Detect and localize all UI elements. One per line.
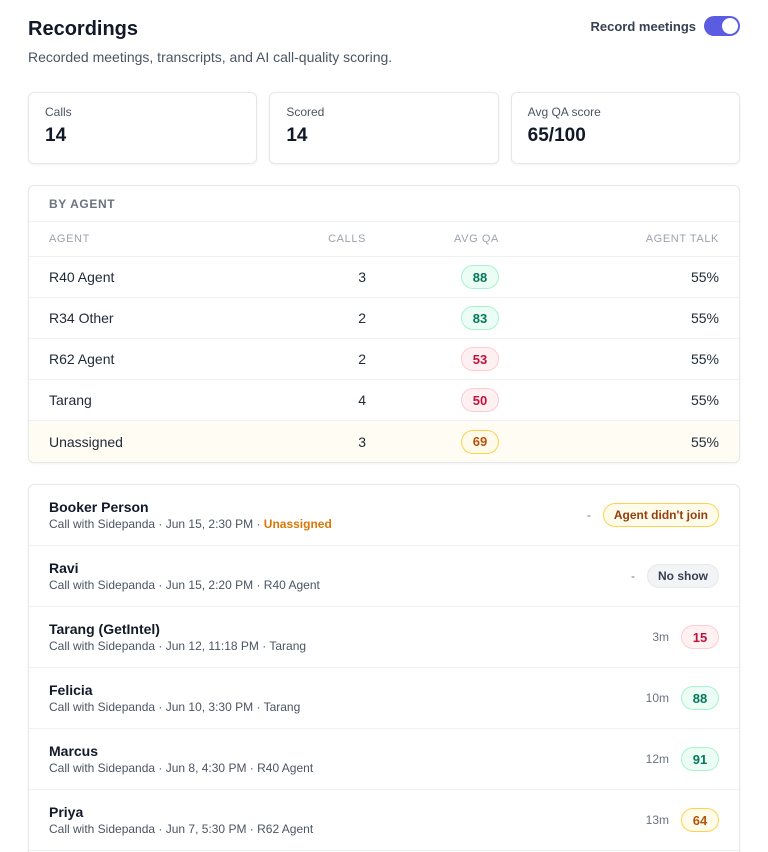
page-subtitle: Recorded meetings, transcripts, and AI c…	[28, 49, 393, 65]
by-agent-table: BY AGENT AGENT CALLS AVG QA AGENT TALK R…	[28, 185, 740, 463]
call-meta-text: Call with Sidepanda · Jun 15, 2:30 PM ·	[49, 517, 264, 531]
agent-talk: 55%	[690, 351, 719, 367]
agent-name: R34 Other	[49, 310, 114, 326]
call-agent: Tarang	[269, 639, 307, 653]
call-duration: -	[631, 569, 635, 583]
stat-card-calls: Calls 14	[28, 92, 258, 164]
call-meta-text: Call with Sidepanda · Jun 8, 4:30 PM ·	[49, 761, 258, 775]
qa-score-badge: 53	[461, 347, 499, 371]
stats-row: Calls 14 Scored 14 Avg QA score 65/100	[28, 92, 740, 164]
call-duration: 13m	[645, 813, 669, 827]
by-agent-title: BY AGENT	[29, 186, 739, 222]
call-status-area: 3m 15	[652, 607, 719, 667]
call-list-item[interactable]: Felicia Call with Sidepanda · Jun 10, 3:…	[29, 668, 739, 729]
call-status-area: 12m 91	[646, 729, 719, 789]
qa-score-badge: 64	[681, 808, 719, 832]
table-row[interactable]: Tarang 4 50 55%	[29, 380, 739, 421]
call-contact-name: Felicia	[49, 682, 93, 698]
agent-talk: 55%	[690, 433, 719, 450]
page-title: Recordings	[28, 18, 139, 40]
call-agent: R40 Agent	[257, 761, 314, 775]
record-meetings-toggle[interactable]	[704, 16, 740, 36]
calls-list: Booker Person Call with Sidepanda · Jun …	[28, 484, 740, 852]
call-duration: -	[586, 508, 591, 522]
call-contact-name: Marcus	[49, 743, 99, 759]
call-contact-name: Ravi	[49, 560, 79, 576]
qa-score-badge: 91	[681, 747, 719, 771]
call-agent: R62 Agent	[257, 822, 314, 836]
call-meta: Call with Sidepanda · Jun 15, 2:20 PM · …	[49, 578, 719, 592]
agent-calls: 3	[358, 433, 366, 450]
call-meta-text: Call with Sidepanda · Jun 12, 11:18 PM ·	[49, 639, 270, 653]
record-meetings-setting: Record meetings	[591, 16, 740, 36]
call-meta: Call with Sidepanda · Jun 7, 5:30 PM · R…	[49, 822, 719, 836]
call-meta: Call with Sidepanda · Jun 12, 11:18 PM ·…	[49, 639, 719, 653]
agent-calls: 4	[358, 392, 366, 408]
stat-label: Calls	[45, 105, 72, 119]
call-meta-text: Call with Sidepanda · Jun 15, 2:20 PM ·	[49, 578, 264, 592]
agent-name: Tarang	[49, 392, 92, 408]
agent-talk: 55%	[690, 310, 719, 326]
qa-score-badge: 83	[461, 306, 499, 330]
stat-value: 14	[286, 125, 308, 146]
call-status-area: - No show	[631, 546, 719, 606]
agent-talk: 55%	[690, 269, 719, 285]
agent-name: R62 Agent	[49, 351, 115, 367]
call-status-area: 13m 64	[646, 790, 719, 850]
call-list-item[interactable]: Tarang (GetIntel) Call with Sidepanda · …	[29, 607, 739, 668]
record-meetings-label: Record meetings	[590, 18, 696, 34]
stat-value: 14	[45, 125, 67, 146]
agent-calls: 3	[358, 269, 366, 285]
table-row[interactable]: Unassigned 3 69 55%	[29, 421, 739, 462]
status-badge: Agent didn't join	[602, 503, 719, 527]
call-meta: Call with Sidepanda · Jun 15, 2:30 PM · …	[49, 517, 719, 531]
agent-calls: 2	[358, 351, 366, 367]
stat-card-avg-qa: Avg QA score 65/100	[510, 92, 740, 164]
agent-calls: 2	[358, 310, 366, 326]
table-row[interactable]: R62 Agent 2 53 55%	[29, 339, 739, 380]
call-status-area: 10m 88	[646, 668, 719, 728]
agent-talk: 55%	[690, 392, 719, 408]
qa-score-badge: 50	[461, 388, 499, 412]
stat-value: 65/100	[527, 125, 586, 146]
call-list-item[interactable]: Ravi Call with Sidepanda · Jun 15, 2:20 …	[29, 546, 739, 607]
call-meta-text: Call with Sidepanda · Jun 7, 5:30 PM ·	[49, 822, 258, 836]
call-status-area: - Agent didn't join	[587, 485, 719, 545]
call-contact-name: Booker Person	[49, 499, 149, 515]
status-badge: No show	[647, 564, 719, 588]
qa-score-badge: 88	[681, 686, 719, 710]
call-meta: Call with Sidepanda · Jun 8, 4:30 PM · R…	[49, 761, 719, 775]
call-agent: R40 Agent	[263, 578, 320, 592]
call-meta-text: Call with Sidepanda · Jun 10, 3:30 PM ·	[49, 700, 264, 714]
call-list-item[interactable]: Marcus Call with Sidepanda · Jun 8, 4:30…	[29, 729, 739, 790]
table-row[interactable]: R34 Other 2 83 55%	[29, 298, 739, 339]
qa-score-badge: 15	[681, 625, 719, 649]
call-duration: 3m	[652, 630, 669, 644]
qa-score-badge: 88	[461, 265, 499, 289]
call-list-item[interactable]: Priya Call with Sidepanda · Jun 7, 5:30 …	[29, 790, 739, 851]
call-list-item[interactable]: Booker Person Call with Sidepanda · Jun …	[29, 485, 739, 546]
column-header-calls[interactable]: CALLS	[328, 233, 366, 245]
call-duration: 12m	[645, 752, 669, 766]
call-agent: Unassigned	[263, 517, 332, 531]
call-agent: Tarang	[263, 700, 301, 714]
column-header-agent[interactable]: AGENT	[49, 233, 90, 245]
call-meta: Call with Sidepanda · Jun 10, 3:30 PM · …	[49, 700, 719, 714]
column-header-avg-qa[interactable]: AVG QA	[454, 233, 499, 245]
stat-card-scored: Scored 14	[269, 92, 499, 164]
agent-name: Unassigned	[49, 433, 123, 450]
column-header-agent-talk[interactable]: AGENT TALK	[645, 233, 719, 245]
page-header: Recordings Recorded meetings, transcript…	[28, 0, 740, 92]
table-header-row: AGENT CALLS AVG QA AGENT TALK	[29, 222, 739, 257]
call-duration: 10m	[645, 691, 669, 705]
agent-name: R40 Agent	[49, 269, 115, 285]
table-row[interactable]: R40 Agent 3 88 55%	[29, 257, 739, 298]
stat-label: Scored	[286, 105, 325, 119]
call-contact-name: Tarang (GetIntel)	[49, 621, 160, 637]
toggle-knob	[722, 18, 738, 34]
call-contact-name: Priya	[49, 804, 84, 820]
stat-label: Avg QA score	[527, 105, 601, 119]
qa-score-badge: 69	[461, 429, 499, 454]
